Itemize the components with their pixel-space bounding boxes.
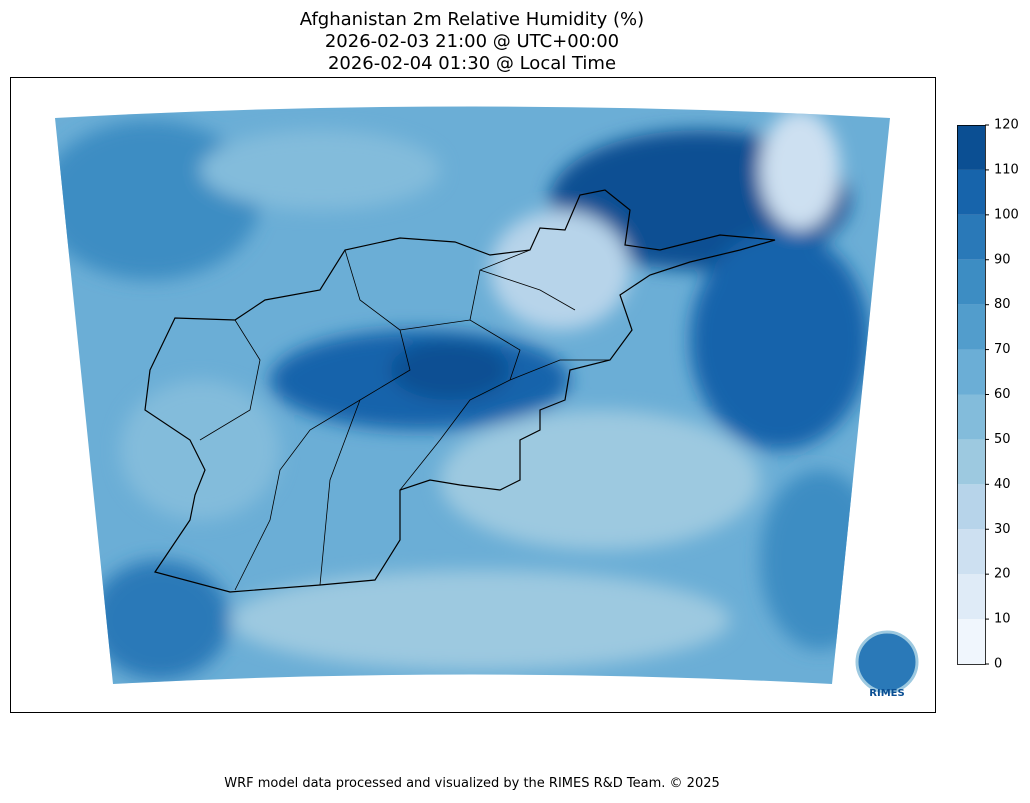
colorbar-band: [957, 125, 985, 170]
title-line: 2026-02-03 21:00 @ UTC+00:00: [325, 31, 619, 52]
colorbar-tick-label: 100: [994, 207, 1019, 222]
footer: WRF model data processed and visualized …: [224, 776, 720, 791]
colorbar-tick-label: 0: [994, 657, 1002, 672]
colorbar: 0 10 20 30 40 50 60 70 80 90 100 110 120: [957, 118, 1019, 672]
colorbar-tick-label: 110: [994, 162, 1019, 177]
map-frame: [10, 77, 936, 713]
colorbar-band: [957, 619, 985, 664]
province-borders: [199, 249, 610, 591]
colorbar-tick-label: 20: [994, 567, 1011, 582]
colorbar-tick-label: 80: [994, 297, 1011, 312]
country-outline: [144, 189, 776, 593]
colorbar-band: [957, 529, 985, 575]
colorbar-tick-label: 40: [994, 477, 1011, 492]
colorbar-tick-label: 30: [994, 522, 1011, 537]
colorbar-band: [957, 214, 985, 260]
colorbar-band: [957, 349, 985, 395]
colorbar-band: [957, 304, 985, 350]
colorbar-band: [957, 169, 985, 215]
colorbar-tick-label: 60: [994, 387, 1011, 402]
colorbar-tick-label: 120: [994, 118, 1019, 133]
title-line: Afghanistan 2m Relative Humidity (%): [300, 9, 644, 30]
humidity-field: [55, 106, 890, 684]
colorbar-band: [957, 574, 985, 620]
title-line: 2026-02-04 01:30 @ Local Time: [328, 53, 616, 74]
colorbar-tick-label: 50: [994, 432, 1011, 447]
colorbar-frame: [957, 125, 986, 665]
logo-text: RIMES: [869, 688, 904, 699]
colorbar-band: [957, 259, 985, 305]
colorbar-band: [957, 484, 985, 530]
colorbar-tick-label: 10: [994, 612, 1011, 627]
colorbar-tick-label: 90: [994, 252, 1011, 267]
colorbar-tick-label: 70: [994, 342, 1011, 357]
colorbar-band: [957, 394, 985, 440]
colorbar-band: [957, 439, 985, 485]
logo-emblem: [855, 630, 919, 694]
